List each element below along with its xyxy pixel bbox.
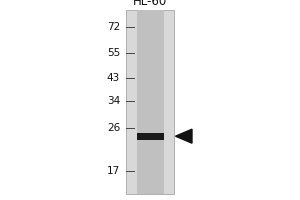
Text: HL-60: HL-60 xyxy=(133,0,167,8)
Text: 26: 26 xyxy=(107,123,120,133)
Text: 72: 72 xyxy=(107,22,120,32)
Text: 17: 17 xyxy=(107,166,120,176)
Text: 34: 34 xyxy=(107,96,120,106)
Bar xyxy=(136,10,164,194)
Text: 43: 43 xyxy=(107,73,120,83)
Polygon shape xyxy=(176,129,192,143)
Bar xyxy=(136,133,164,140)
Bar xyxy=(126,10,174,194)
Text: 55: 55 xyxy=(107,48,120,58)
